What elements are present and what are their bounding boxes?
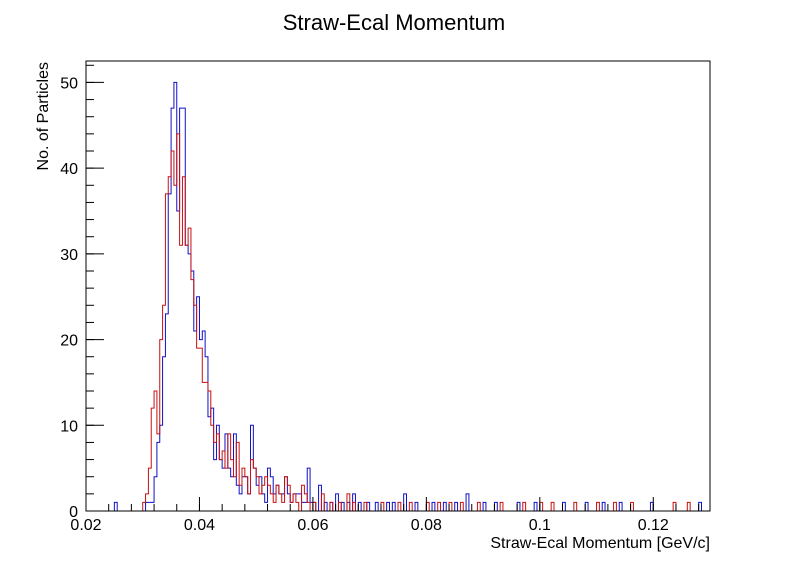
x-tick-label: 0.06	[297, 517, 328, 534]
x-axis-label: Straw-Ecal Momentum [GeV/c]	[490, 535, 710, 552]
x-tick-label: 0.1	[529, 517, 551, 534]
axis-layer: 0.02 0.04 0.06 0.08 0.1 0.12 0 10 20 30 40 50	[60, 64, 700, 534]
y-tick-label: 20	[60, 333, 78, 350]
chart-title: Straw-Ecal Momentum	[283, 10, 506, 35]
histogram-series-2	[86, 133, 710, 512]
y-tick-label: 40	[60, 161, 78, 178]
y-tick-label: 0	[69, 504, 78, 521]
x-tick-label: 0.12	[638, 517, 669, 534]
x-tick-label: 0.08	[411, 517, 442, 534]
y-tick-label: 10	[60, 418, 78, 435]
y-tick-label: 50	[60, 75, 78, 92]
plot-frame	[85, 60, 711, 512]
y-tick-label: 30	[60, 247, 78, 264]
x-tick-label: 0.04	[184, 517, 215, 534]
series-layer	[86, 81, 710, 512]
y-axis-label: No. of Particles	[35, 62, 52, 170]
x-tick-label: 0.02	[70, 517, 101, 534]
